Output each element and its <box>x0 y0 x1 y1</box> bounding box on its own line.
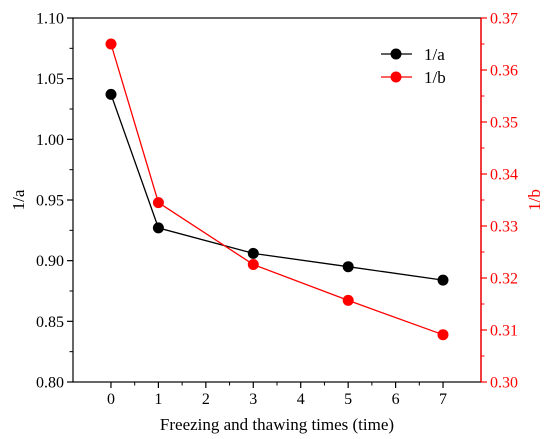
legend-label-1a: 1/a <box>424 45 445 64</box>
data-point-series-0 <box>105 88 117 100</box>
data-point-series-1 <box>105 38 117 50</box>
right-tick-label: 0.33 <box>490 219 518 236</box>
data-point-series-0 <box>247 247 259 259</box>
x-tick-label: 2 <box>202 391 210 408</box>
right-tick-label: 0.36 <box>490 63 518 80</box>
right-tick-label: 0.32 <box>490 271 518 288</box>
left-tick-label: 0.90 <box>36 253 64 270</box>
data-point-series-0 <box>152 222 164 234</box>
right-tick-label: 0.31 <box>490 323 518 340</box>
left-tick-label: 0.85 <box>36 314 64 331</box>
x-tick-label: 3 <box>249 391 257 408</box>
right-y-axis: 0.30 0.31 0.32 0.33 0.34 0.35 0.36 0.37 <box>480 11 518 392</box>
series-line-1 <box>110 43 444 336</box>
right-tick-label: 0.30 <box>490 375 518 392</box>
data-point-series-1 <box>342 294 354 306</box>
right-y-axis-label: 1/b <box>525 189 544 211</box>
legend-marker-1b <box>390 71 402 83</box>
right-tick-label: 0.34 <box>490 167 518 184</box>
left-y-axis-label: 1/a <box>9 189 28 210</box>
x-axis-label: Freezing and thawing times (time) <box>160 415 394 434</box>
data-point-series-0 <box>342 261 354 273</box>
left-tick-label: 1.00 <box>36 132 64 149</box>
x-tick-label: 4 <box>297 391 305 408</box>
left-tick-label: 1.10 <box>36 11 64 28</box>
left-tick-label: 0.80 <box>36 375 64 392</box>
x-tick-label: 1 <box>154 391 162 408</box>
legend-marker-1a <box>390 48 402 60</box>
left-y-axis: 0.80 0.85 0.90 0.95 1.00 1.05 1.10 <box>36 11 73 392</box>
series-layer <box>105 38 449 341</box>
data-point-series-1 <box>437 329 449 341</box>
x-tick-label: 7 <box>439 391 447 408</box>
data-point-series-1 <box>152 197 164 209</box>
plot-frame <box>72 17 482 383</box>
data-point-series-1 <box>247 259 259 270</box>
data-point-series-0 <box>437 274 449 286</box>
right-tick-label: 0.35 <box>490 115 518 132</box>
x-tick-label: 6 <box>392 391 400 408</box>
left-tick-label: 0.95 <box>36 193 64 210</box>
x-tick-label: 0 <box>107 391 115 408</box>
x-tick-label: 5 <box>344 391 352 408</box>
right-tick-label: 0.37 <box>490 11 518 28</box>
legend-label-1b: 1/b <box>424 68 446 87</box>
left-tick-label: 1.05 <box>36 71 64 88</box>
legend: 1/a 1/b <box>381 45 446 87</box>
x-axis: 0 1 2 3 4 5 6 7 <box>107 382 447 408</box>
series-line-0 <box>110 94 444 281</box>
